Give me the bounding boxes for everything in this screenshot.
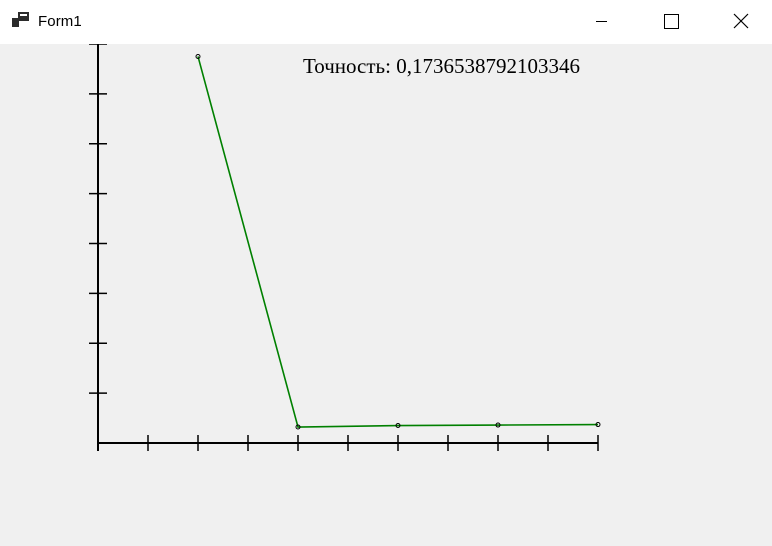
form-client-area: Точность: 0,1736538792103346: [0, 44, 772, 546]
maximize-button[interactable]: [648, 0, 694, 44]
maximize-icon: [664, 14, 679, 29]
series-line: [197, 56, 599, 428]
minimize-icon: [596, 21, 607, 22]
data-point: [595, 422, 601, 428]
accuracy-label: Точность:: [303, 54, 391, 78]
close-button[interactable]: [718, 0, 764, 44]
axes: [89, 44, 599, 451]
data-point: [195, 53, 201, 59]
data-point: [395, 423, 401, 429]
accuracy-value: 0,1736538792103346: [396, 54, 580, 78]
close-icon: [733, 13, 749, 29]
chart: [89, 44, 601, 451]
minimize-button[interactable]: [578, 0, 624, 44]
series-layer: [195, 53, 601, 430]
title-bar[interactable]: Form1: [0, 0, 772, 44]
data-point: [295, 424, 301, 430]
accuracy-text: Точность: 0,1736538792103346: [303, 54, 580, 79]
app-icon: [12, 12, 29, 27]
data-point: [495, 422, 501, 428]
window-title: Form1: [38, 13, 82, 30]
